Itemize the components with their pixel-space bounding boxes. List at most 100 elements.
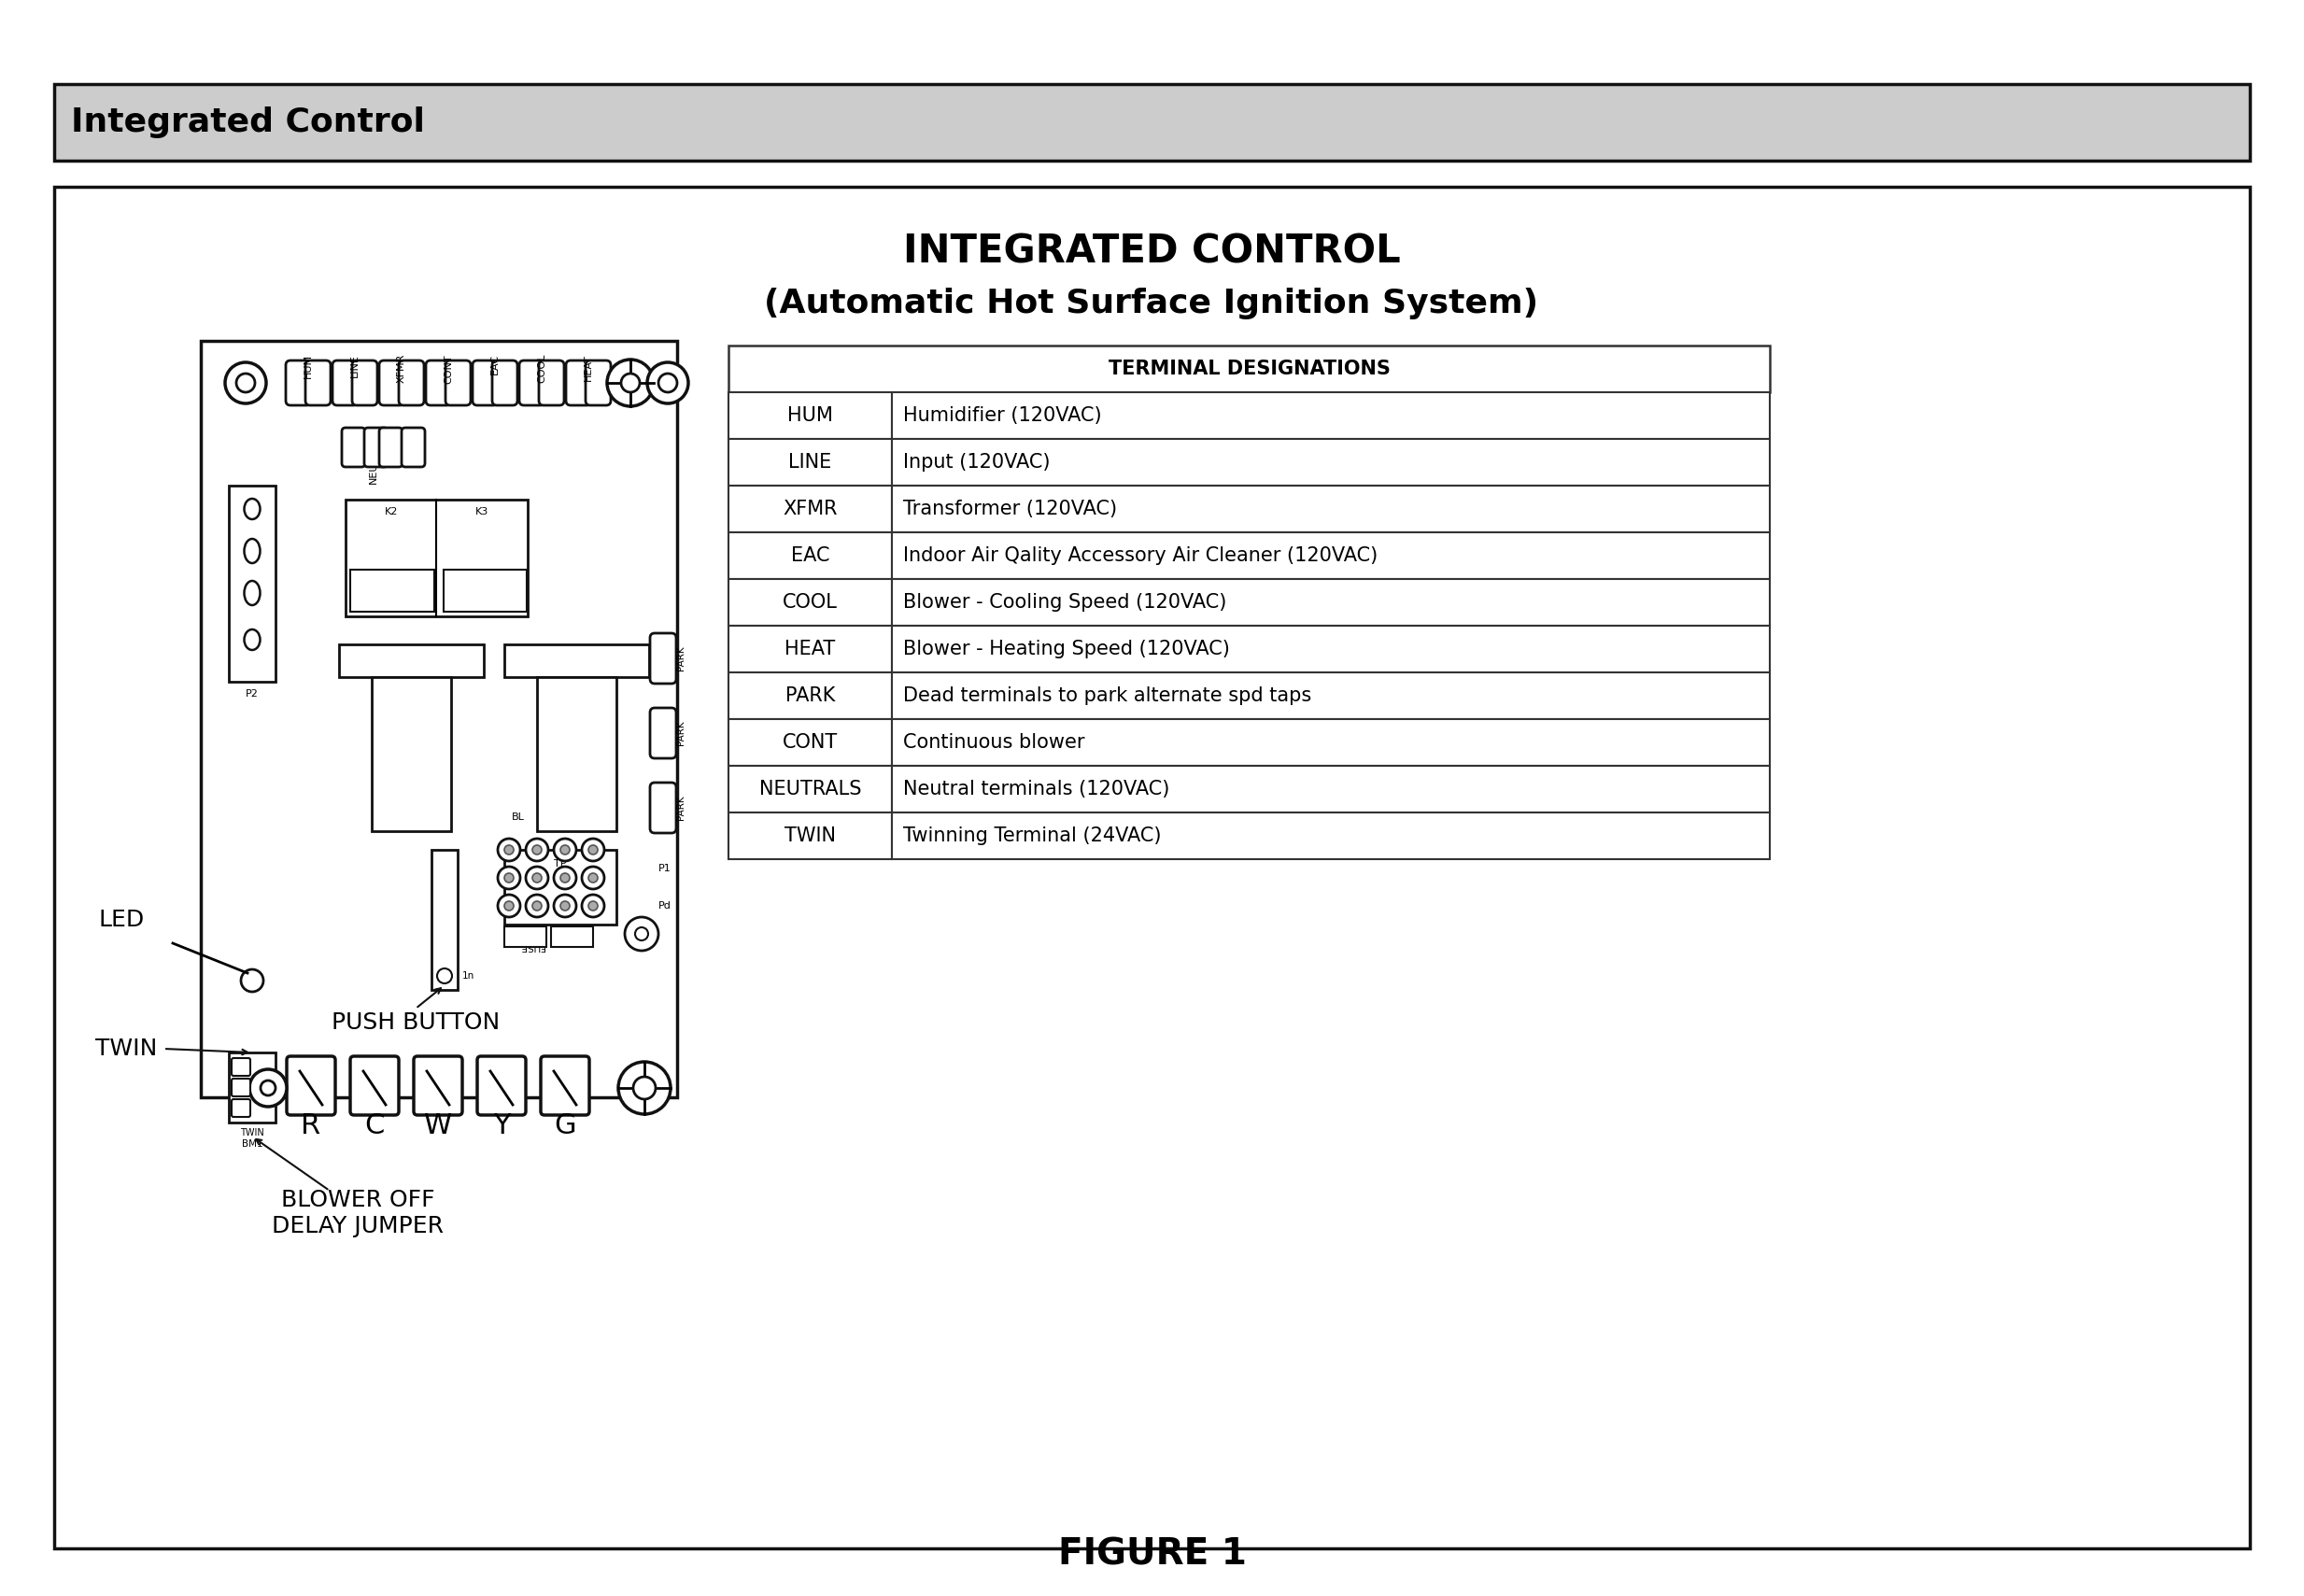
- Bar: [728, 766, 892, 812]
- Bar: [728, 626, 892, 672]
- Text: P2: P2: [247, 689, 258, 699]
- Text: BM1: BM1: [242, 1140, 263, 1149]
- Circle shape: [525, 867, 548, 889]
- FancyBboxPatch shape: [401, 428, 424, 468]
- FancyBboxPatch shape: [233, 1058, 251, 1076]
- Circle shape: [624, 918, 659, 951]
- FancyBboxPatch shape: [415, 1057, 463, 1116]
- Circle shape: [498, 867, 521, 889]
- Text: LINE: LINE: [350, 354, 359, 377]
- Bar: [892, 766, 1769, 812]
- Bar: [892, 579, 1769, 626]
- Text: PARK: PARK: [675, 721, 687, 745]
- Bar: [728, 720, 892, 766]
- Circle shape: [532, 846, 541, 854]
- Bar: [431, 849, 458, 990]
- Bar: [346, 500, 528, 616]
- Bar: [892, 626, 1769, 672]
- Text: HUM: HUM: [788, 407, 834, 425]
- Text: COOL: COOL: [783, 594, 839, 611]
- Circle shape: [505, 873, 514, 883]
- Text: Blower - Cooling Speed (120VAC): Blower - Cooling Speed (120VAC): [903, 594, 1226, 611]
- Text: Y: Y: [493, 1112, 509, 1140]
- Text: TWIN: TWIN: [783, 827, 836, 846]
- Text: NEUTRALS: NEUTRALS: [369, 429, 378, 484]
- Circle shape: [622, 373, 641, 393]
- Text: BLOWER OFF: BLOWER OFF: [281, 1189, 435, 1211]
- Circle shape: [606, 359, 654, 407]
- Bar: [551, 926, 592, 946]
- FancyBboxPatch shape: [426, 361, 452, 405]
- Circle shape: [560, 902, 569, 911]
- FancyBboxPatch shape: [364, 428, 387, 468]
- Bar: [55, 187, 2249, 1548]
- Text: Indoor Air Qality Accessory Air Cleaner (120VAC): Indoor Air Qality Accessory Air Cleaner …: [903, 546, 1378, 565]
- Text: INTEGRATED CONTROL: INTEGRATED CONTROL: [903, 233, 1401, 271]
- Text: PARK: PARK: [786, 686, 834, 705]
- FancyBboxPatch shape: [472, 361, 498, 405]
- Circle shape: [505, 846, 514, 854]
- Circle shape: [260, 1080, 276, 1095]
- Bar: [505, 645, 650, 677]
- Text: EAC: EAC: [790, 546, 829, 565]
- FancyBboxPatch shape: [399, 361, 424, 405]
- FancyBboxPatch shape: [477, 1057, 525, 1116]
- Circle shape: [525, 895, 548, 918]
- FancyBboxPatch shape: [650, 709, 675, 758]
- Circle shape: [583, 838, 604, 860]
- FancyBboxPatch shape: [233, 1100, 251, 1117]
- Text: CONT: CONT: [445, 354, 454, 383]
- Text: G: G: [553, 1112, 576, 1140]
- Text: R: R: [302, 1112, 320, 1140]
- Circle shape: [588, 902, 597, 911]
- Text: TWIN: TWIN: [94, 1037, 157, 1060]
- Bar: [728, 533, 892, 579]
- FancyBboxPatch shape: [518, 361, 544, 405]
- Bar: [505, 926, 546, 946]
- Bar: [892, 720, 1769, 766]
- Circle shape: [498, 895, 521, 918]
- Text: PARK: PARK: [675, 795, 687, 820]
- Circle shape: [553, 838, 576, 860]
- FancyBboxPatch shape: [541, 1057, 590, 1116]
- Text: Twinning Terminal (24VAC): Twinning Terminal (24VAC): [903, 827, 1161, 846]
- Circle shape: [532, 873, 541, 883]
- Circle shape: [226, 362, 267, 404]
- Text: Continuous blower: Continuous blower: [903, 733, 1085, 752]
- Circle shape: [438, 969, 452, 983]
- Circle shape: [659, 373, 677, 393]
- FancyBboxPatch shape: [445, 361, 470, 405]
- Text: Integrated Control: Integrated Control: [71, 107, 424, 139]
- Circle shape: [583, 867, 604, 889]
- Text: (Automatic Hot Surface Ignition System): (Automatic Hot Surface Ignition System): [765, 287, 1539, 319]
- Bar: [892, 672, 1769, 720]
- Circle shape: [583, 895, 604, 918]
- Circle shape: [560, 873, 569, 883]
- Text: HUM: HUM: [304, 354, 313, 378]
- Circle shape: [588, 846, 597, 854]
- Text: XFMR: XFMR: [396, 354, 406, 383]
- Bar: [350, 570, 433, 611]
- Bar: [228, 1052, 276, 1122]
- Text: Pd: Pd: [659, 902, 670, 911]
- Text: EAC: EAC: [491, 354, 500, 375]
- FancyBboxPatch shape: [539, 361, 564, 405]
- Text: CONT: CONT: [783, 733, 839, 752]
- Circle shape: [249, 1069, 286, 1106]
- Circle shape: [553, 867, 576, 889]
- Bar: [728, 579, 892, 626]
- Text: FUSE: FUSE: [521, 942, 544, 951]
- Text: K2: K2: [385, 508, 399, 517]
- Text: W: W: [424, 1112, 452, 1140]
- Text: COOL: COOL: [537, 354, 546, 383]
- Bar: [505, 849, 617, 924]
- Bar: [728, 439, 892, 485]
- Text: 1n: 1n: [463, 972, 475, 980]
- FancyBboxPatch shape: [286, 1057, 336, 1116]
- Circle shape: [498, 838, 521, 860]
- Text: TP: TP: [553, 859, 567, 868]
- Text: BL: BL: [511, 812, 525, 822]
- Text: XFMR: XFMR: [783, 500, 836, 519]
- Bar: [892, 812, 1769, 859]
- Ellipse shape: [244, 629, 260, 650]
